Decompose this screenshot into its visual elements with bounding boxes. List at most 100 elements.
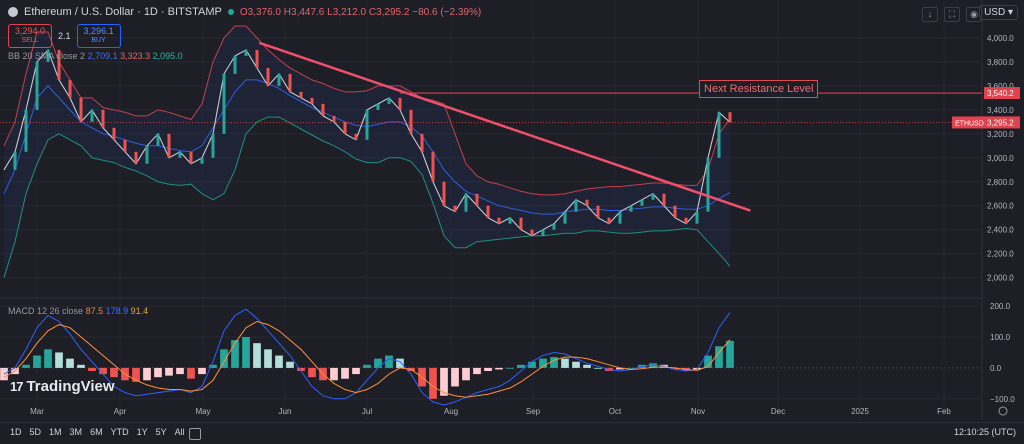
- macd-hist-bar: [297, 367, 305, 371]
- price-tag-text: 3,540.2: [987, 89, 1014, 98]
- macd-hist-bar: [627, 367, 635, 369]
- macd-tick-label: 200.0: [990, 302, 1011, 311]
- macd-hist-bar: [550, 357, 558, 368]
- macd-tick-label: 0.0: [990, 364, 1002, 373]
- bollinger-legend[interactable]: BB 20 SMA close 2 2,709.1 3,323.3 2,095.…: [8, 51, 183, 61]
- candle: [222, 73, 226, 134]
- ethereum-icon: [8, 7, 18, 17]
- macd-hist-bar: [451, 367, 459, 387]
- timeframe-6m[interactable]: 6M: [90, 427, 103, 437]
- trendline-group: [0, 41, 982, 212]
- utc-clock[interactable]: 12:10:25 (UTC): [953, 427, 1016, 437]
- macd-hist-bar: [275, 355, 283, 368]
- macd-hist-bar: [539, 358, 547, 368]
- price-tick-label: 2,800.0: [987, 178, 1014, 187]
- time-tick-label: Aug: [444, 407, 458, 416]
- symbol-title[interactable]: Ethereum / U.S. Dollar · 1D · BITSTAMP: [24, 6, 222, 18]
- candle: [497, 217, 501, 224]
- candle: [266, 67, 270, 86]
- candle: [189, 151, 193, 164]
- bottom-toolbar: 1D 5D 1M 3M 6M YTD 1Y 5Y All 12:10:25 (U…: [0, 422, 1024, 444]
- high-value: H3,447.6: [283, 6, 325, 18]
- price-axis: 2,000.0 2,200.0 2,400.0 2,600.0 2,800.0 3,000…: [987, 34, 1015, 416]
- candle: [717, 112, 721, 158]
- macd-hist-bar: [132, 367, 140, 382]
- timeframe-3m[interactable]: 3M: [69, 427, 83, 437]
- macd-hist-bar: [253, 343, 261, 368]
- bb-upper-line[interactable]: [3, 25, 731, 196]
- timeframe-all[interactable]: All: [174, 427, 185, 437]
- currency-selector[interactable]: USD ▾: [979, 5, 1018, 20]
- camera-icon[interactable]: ◉: [966, 7, 982, 22]
- descending-trendline[interactable]: [258, 41, 751, 212]
- tradingview-logo-icon: 17: [10, 379, 24, 394]
- bb-lower-line[interactable]: [3, 116, 731, 278]
- macd-hist-bar: [242, 337, 250, 368]
- macd-signal-line[interactable]: [3, 320, 731, 398]
- candle: [442, 181, 446, 206]
- sell-price: 3,294.0: [15, 26, 46, 36]
- timeframe-5d[interactable]: 5D: [29, 427, 42, 437]
- fullscreen-icon[interactable]: ⛶: [944, 7, 960, 22]
- gear-icon[interactable]: [998, 406, 1008, 416]
- macd-hist-bar: [198, 367, 206, 375]
- currency-label: USD: [984, 7, 1006, 18]
- price-tick-label: 2,200.0: [987, 250, 1014, 259]
- timeframe-ytd[interactable]: YTD: [110, 427, 129, 437]
- top-toolbar: ↓ ⛶ ◉: [922, 7, 982, 22]
- macd-hist-bar: [110, 367, 118, 378]
- candle: [398, 97, 402, 110]
- price-tick-label: 2,400.0: [987, 226, 1014, 235]
- candle: [662, 193, 666, 206]
- candle: [552, 223, 556, 230]
- calendar-icon[interactable]: [189, 428, 201, 440]
- time-tick-label: Jul: [362, 407, 372, 416]
- symbol-tag: [952, 116, 984, 129]
- candle: [563, 211, 567, 224]
- candle: [673, 205, 677, 218]
- candle: [145, 145, 149, 164]
- sell-button[interactable]: 3,294.0 SELL: [8, 24, 53, 48]
- buy-button[interactable]: 3,296.1 BUY: [76, 24, 121, 48]
- timeframe-1d[interactable]: 1D: [10, 427, 22, 437]
- macd-legend[interactable]: MACD 12 26 close 87.5 178.9 91.4: [8, 306, 148, 316]
- candle: [123, 139, 127, 152]
- candle: [585, 199, 589, 206]
- timeframe-5y[interactable]: 5Y: [155, 427, 167, 437]
- time-tick-label: Nov: [691, 407, 705, 416]
- sell-label: SELL: [21, 37, 39, 44]
- candle: [354, 133, 358, 140]
- spread-value: 2.1: [58, 31, 71, 41]
- macd-hist-bar: [176, 367, 184, 375]
- macd-line[interactable]: [3, 308, 731, 406]
- macd-hist-bar: [484, 367, 492, 371]
- candle: [112, 127, 116, 140]
- candle: [409, 109, 413, 134]
- candle: [629, 205, 633, 212]
- candle: [508, 217, 512, 224]
- resistance-annotation[interactable]: Next Resistance Level: [699, 80, 819, 98]
- price-tick-label: 3,600.0: [987, 82, 1014, 91]
- macd-hist-bar: [55, 352, 63, 368]
- macd-hist-bar: [462, 367, 470, 381]
- buy-price: 3,296.1: [83, 26, 114, 36]
- candle: [299, 91, 303, 98]
- candle: [134, 151, 138, 164]
- timeframe-1y[interactable]: 1Y: [136, 427, 148, 437]
- candle: [46, 49, 50, 62]
- macd-hist-bar: [363, 364, 371, 368]
- macd-hist-bar: [528, 361, 536, 368]
- price-tick-label: 3,000.0: [987, 154, 1014, 163]
- candle: [79, 97, 83, 122]
- macd-hist-bar: [264, 349, 272, 368]
- candle: [618, 211, 622, 224]
- candle: [486, 205, 490, 218]
- candle: [464, 193, 468, 212]
- bb-basis-value: 2,709.1: [87, 51, 118, 61]
- candle: [68, 79, 72, 98]
- candle: [321, 103, 325, 116]
- timeframe-1m[interactable]: 1M: [49, 427, 62, 437]
- download-icon[interactable]: ↓: [922, 7, 938, 22]
- macd-hist-bar: [517, 364, 525, 368]
